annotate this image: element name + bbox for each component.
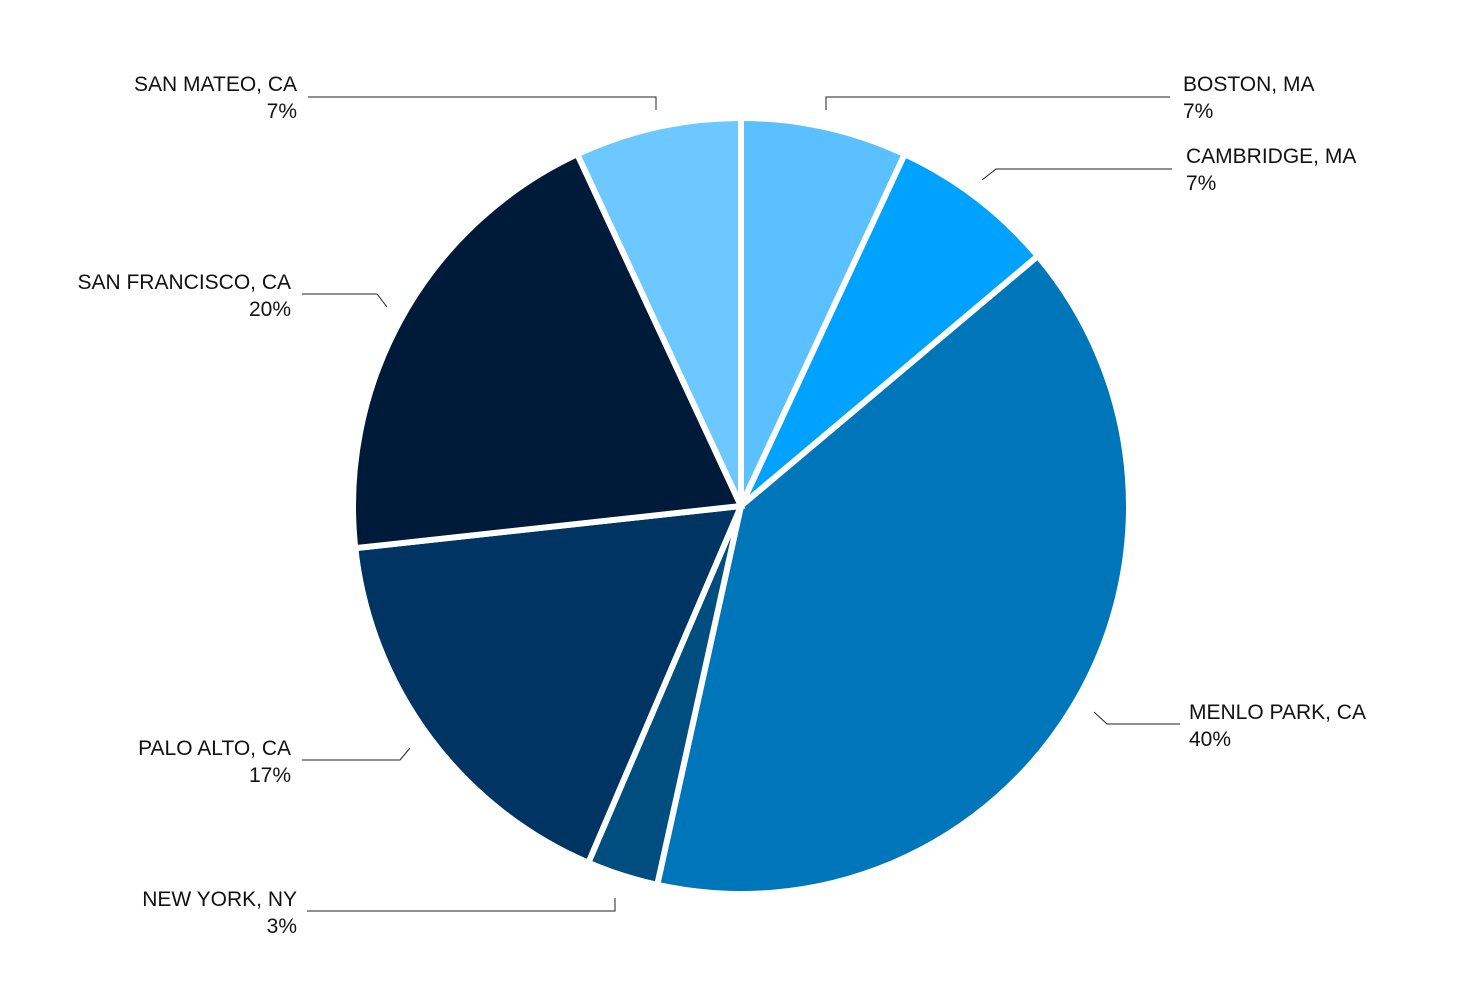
leader-line-san-francisco-ca (302, 293, 388, 308)
leaders-layer (302, 96, 1180, 912)
leader-line-cambridge-ma (981, 168, 1172, 181)
slices-layer (350, 114, 1132, 897)
pie-slice-san-francisco-ca (350, 150, 746, 552)
leader-line-boston-ma (825, 96, 1170, 110)
slice-label-cambridge-ma: CAMBRIDGE, MA (1186, 145, 1356, 168)
slice-label-menlo-park-ca: MENLO PARK, CA (1189, 701, 1366, 724)
leader-line-new-york-ny (307, 898, 616, 912)
slice-label-new-york-ny: NEW YORK, NY (142, 888, 297, 911)
pie-slice-cambridge-ma (738, 150, 1043, 509)
slice-label-boston-ma: BOSTON, MA (1183, 73, 1314, 96)
slice-percent-boston-ma: 7% (1183, 100, 1213, 123)
slice-percent-cambridge-ma: 7% (1186, 172, 1216, 195)
slice-percent-palo-alto-ca: 17% (249, 764, 291, 787)
slice-label-palo-alto-ca: PALO ALTO, CA (138, 737, 291, 760)
slice-percent-menlo-park-ca: 40% (1189, 728, 1231, 751)
slice-label-san-mateo-ca: SAN MATEO, CA (134, 73, 297, 96)
slice-percent-new-york-ny: 3% (267, 915, 297, 938)
pie-slice-menlo-park-ca (653, 251, 1132, 897)
leader-line-menlo-park-ca (1093, 711, 1180, 725)
slice-label-san-francisco-ca: SAN FRANCISCO, CA (77, 271, 291, 294)
leader-line-palo-alto-ca (302, 747, 411, 761)
pie-slice-palo-alto-ca (351, 502, 746, 867)
slice-percent-san-mateo-ca: 7% (267, 100, 297, 123)
pie-slice-boston-ma (738, 114, 909, 508)
leader-line-san-mateo-ca (308, 96, 657, 110)
labels-layer: BOSTON, MA 7% CAMBRIDGE, MA 7% MENLO PARK, C… (77, 73, 1366, 938)
slice-percent-san-francisco-ca: 20% (249, 298, 291, 321)
pie-slice-san-mateo-ca (573, 114, 744, 508)
